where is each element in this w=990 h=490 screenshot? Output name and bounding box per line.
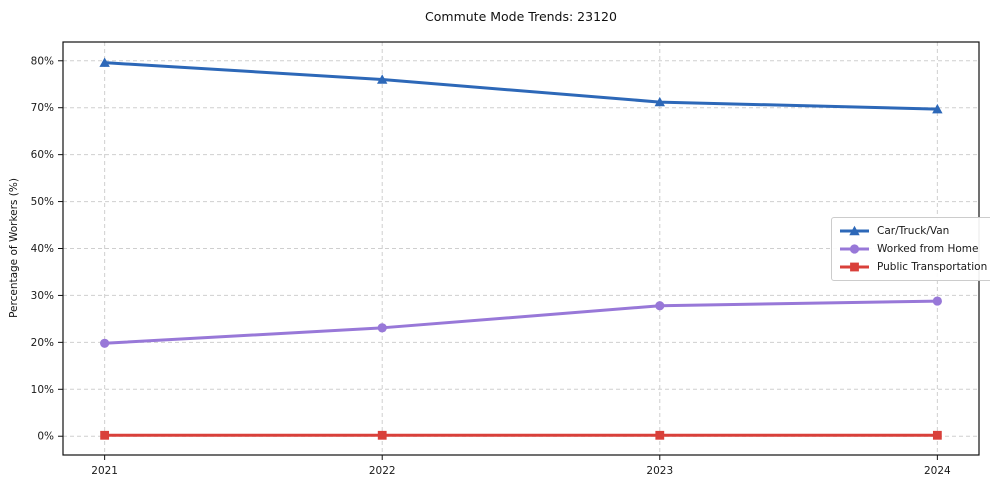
series-line [104,61,938,111]
legend-label: Public Transportation [877,261,988,273]
circle-marker-icon [377,323,387,333]
legend-line-marker-icon [840,244,869,254]
circle-marker-icon [655,301,665,311]
y-tick-label: 50% [31,196,54,208]
legend-line-marker-icon [840,225,869,236]
circle-marker-icon [100,338,110,348]
square-marker-icon [655,430,665,440]
legend: Car/Truck/Van Worked from Home Public Tr… [831,217,990,281]
legend-item-car-truck-van: Car/Truck/Van [839,223,987,239]
circle-marker-icon [849,244,860,254]
legend-item-public-transportation: Public Transportation [839,259,987,275]
y-tick-label: 70% [31,102,54,114]
y-tick-label: 30% [31,290,54,302]
y-tick-label: 0% [37,431,54,443]
legend-label: Worked from Home [877,243,979,255]
x-tick-label: 2021 [91,465,118,477]
y-tick-label: 60% [31,149,54,161]
y-tick-label: 10% [31,384,54,396]
triangle-marker-icon [654,96,665,107]
square-marker-icon [850,262,859,272]
circle-marker-icon [932,296,942,306]
y-tick-label: 80% [31,55,54,67]
triangle-marker-icon [932,103,943,114]
triangle-marker-icon [377,74,388,84]
square-marker-icon [377,430,387,440]
triangle-marker-icon [99,57,110,67]
square-marker-icon [932,430,942,440]
series-worked-from-home [100,296,942,348]
legend-item-worked-from-home: Worked from Home [839,241,987,257]
x-tick-label: 2024 [924,465,951,477]
y-tick-label: 40% [31,243,54,255]
y-tick-label: 20% [31,337,54,349]
series-line [104,299,938,345]
triangle-marker-icon [849,225,860,236]
series-car-truck-van [99,57,943,114]
x-tick-label: 2022 [369,465,396,477]
legend-label: Car/Truck/Van [877,225,950,237]
square-marker-icon [100,430,110,440]
legend-line-marker-icon [840,262,869,272]
chart-title: Commute Mode Trends: 23120 [425,9,617,24]
series-public-transportation [100,430,942,440]
x-tick-label: 2023 [646,465,673,477]
